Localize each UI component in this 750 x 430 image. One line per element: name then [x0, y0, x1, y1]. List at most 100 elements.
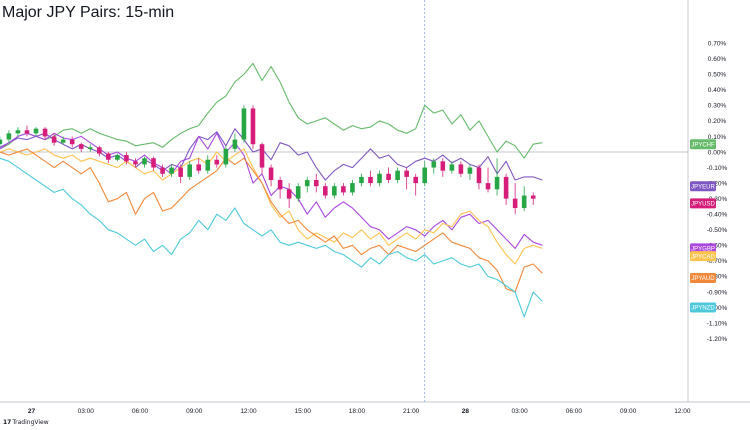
- x-tick-label: 27: [28, 408, 36, 415]
- y-tick-label: -0.80%: [707, 274, 728, 281]
- candle-body: [160, 167, 165, 174]
- series-line-jpyaud: [0, 148, 543, 293]
- y-tick-label: -1.10%: [707, 320, 728, 327]
- y-tick-label: 0.40%: [708, 87, 727, 94]
- tag-label: JPYCHF: [691, 142, 715, 148]
- candle-body: [24, 130, 30, 134]
- y-tick-label: 0.60%: [708, 56, 727, 63]
- candle-body: [142, 158, 147, 165]
- y-tick-label: -0.40%: [707, 212, 728, 219]
- x-tick-label: 12:00: [240, 408, 257, 415]
- tag-jpyusd: JPYUSD: [690, 198, 716, 209]
- candle-body: [115, 155, 120, 160]
- tag-box: [690, 251, 716, 262]
- candle-body: [512, 198, 518, 208]
- candle-body: [485, 183, 491, 190]
- tag-jpyaud: JPYAUD: [690, 272, 716, 283]
- candle-body: [51, 136, 57, 143]
- tag-label: JPYAUD: [691, 276, 715, 282]
- tag-label: JPYNZD: [691, 306, 715, 312]
- y-axis: 0.70% 0.60% 0.50% 0.40% 0.30% 0.20% 0.10% 0.00%…: [687, 0, 728, 402]
- x-tick-label: 06:00: [132, 408, 149, 415]
- plot-area: [0, 0, 688, 402]
- candle-body: [223, 148, 229, 165]
- candle-body: [494, 176, 500, 190]
- candle-body: [467, 167, 473, 174]
- candle-body: [413, 176, 418, 184]
- candle-body: [151, 158, 156, 168]
- tag-box: [690, 272, 716, 283]
- candle-body: [503, 176, 509, 199]
- candle-body: [449, 164, 455, 171]
- candle-body: [259, 144, 265, 168]
- y-tick-label: 0.70%: [708, 40, 727, 47]
- candle-body: [277, 179, 283, 190]
- x-tick-label: 12:00: [674, 408, 691, 415]
- candle-body: [187, 164, 192, 177]
- candle-body: [69, 139, 75, 145]
- tag-jpycad: JPYCAD: [690, 251, 716, 262]
- y-tick-label: -1.00%: [707, 305, 728, 312]
- x-tick-label: 03:00: [512, 408, 529, 415]
- candle-body: [178, 167, 183, 177]
- tag-label: JPYUSD: [691, 202, 715, 208]
- candle-body: [60, 139, 66, 143]
- y-tick-label: 0.10%: [708, 134, 727, 141]
- candle-body: [286, 189, 292, 199]
- x-tick-label: 06:00: [566, 408, 583, 415]
- x-tick-label: 03:00: [78, 408, 95, 415]
- tag-jpynzd: JPYNZD: [690, 302, 716, 313]
- y-tick-label: -0.30%: [707, 196, 728, 203]
- candle-body: [15, 130, 21, 134]
- y-tick-label: -0.90%: [707, 289, 728, 296]
- candle-body: [97, 147, 102, 154]
- x-tick-label: 09:00: [186, 408, 203, 415]
- y-tick-label: 0.00%: [708, 149, 727, 156]
- y-tick-label: -0.70%: [707, 258, 728, 265]
- tag-label: JPYEUR: [691, 184, 715, 190]
- tag-jpygbp: JPYGBP: [690, 243, 716, 254]
- tag-jpychf: JPYCHF: [690, 139, 716, 150]
- x-axis: 27 03:00 06:00 09:00 12:00 15:00 18:00 21:00 28 0…: [0, 401, 750, 415]
- candle-body: [323, 186, 328, 196]
- tag-jpyeur: JPYEUR: [690, 181, 716, 192]
- candle-body: [0, 139, 3, 145]
- candle-body: [169, 167, 174, 174]
- candle-body: [214, 159, 220, 165]
- candle-body: [359, 176, 364, 184]
- candle-body: [304, 179, 310, 187]
- x-tick-label: 21:00: [403, 408, 420, 415]
- candle-body: [404, 170, 409, 177]
- candle-body: [196, 164, 202, 171]
- candle-body: [431, 161, 437, 168]
- candle-body: [476, 167, 482, 184]
- candle-body: [6, 133, 12, 140]
- candle-body: [124, 155, 129, 162]
- x-tick-label: 28: [462, 408, 470, 415]
- series-line-jpycad: [0, 148, 543, 265]
- candle-body: [332, 186, 337, 196]
- candle-body: [440, 161, 446, 171]
- tradingview-logo: 17TradingView: [3, 419, 49, 426]
- tag-label: JPYGBP: [691, 247, 715, 253]
- tag-box: [690, 302, 716, 313]
- candle-body: [350, 183, 355, 193]
- series-line-jpygbp: [0, 132, 543, 249]
- candle-body: [368, 176, 373, 184]
- candle-body: [33, 128, 39, 134]
- series-line-jpynzd: [0, 157, 543, 318]
- candle-body: [106, 153, 111, 160]
- candle-body: [295, 186, 301, 199]
- y-tick-label: -0.60%: [707, 243, 728, 250]
- x-tick-label: 15:00: [295, 408, 312, 415]
- candle-body: [341, 186, 346, 193]
- candle-body: [87, 147, 93, 149]
- series-candles-jpyusd: [0, 105, 536, 215]
- tradingview-logo-icon: 17: [3, 419, 12, 426]
- tag-box: [690, 243, 716, 254]
- candle-body: [377, 173, 382, 184]
- candle-body: [521, 195, 527, 208]
- y-tick-label: -0.20%: [707, 180, 728, 187]
